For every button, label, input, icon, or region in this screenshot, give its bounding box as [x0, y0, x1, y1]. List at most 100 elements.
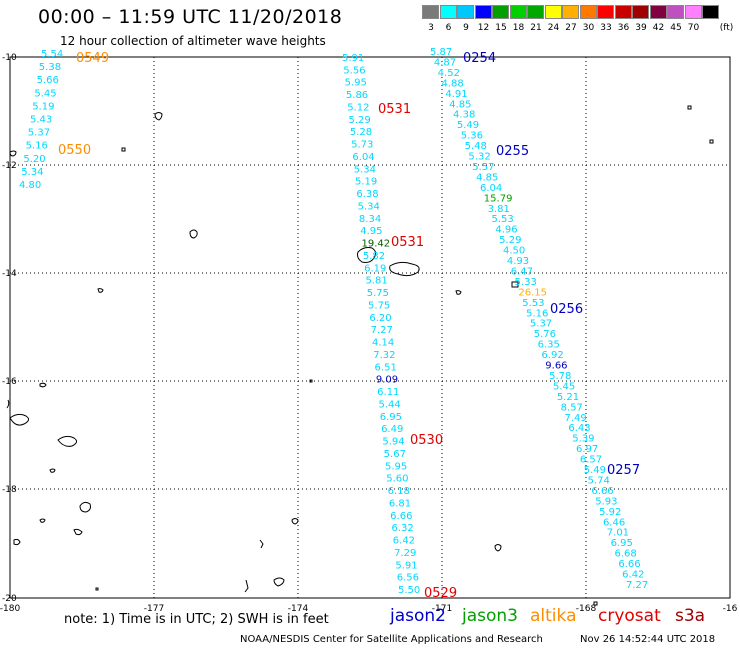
wave-height-value: 7.27	[371, 325, 393, 336]
legend-label: 12	[477, 23, 490, 33]
island-fiji-10	[6, 399, 10, 409]
wave-height-value: 5.34	[21, 167, 43, 178]
wave-height-value: 6.20	[369, 313, 391, 324]
wave-height-value: 5.20	[23, 154, 45, 165]
legend-swatch	[667, 5, 684, 19]
island-fiji-7	[259, 539, 264, 549]
wave-height-value: 5.45	[553, 381, 575, 392]
wave-height-value: 4.14	[372, 338, 394, 349]
island-fiji-9	[39, 382, 47, 388]
map-frame	[9, 56, 731, 599]
wave-height-value: 5.19	[355, 177, 377, 188]
wave-height-value: 7.27	[626, 580, 648, 591]
axis-labels: -180 -177 -174 -171 -168 -16 -10 -12 -14 -16 -18 -2…	[0, 53, 738, 614]
lat-tick-label: -18	[2, 485, 17, 495]
map-grid	[9, 56, 731, 599]
wave-height-value: 6.66	[591, 486, 613, 497]
wave-height-value: 6.97	[576, 444, 598, 455]
pass-time-label: 0530	[410, 433, 443, 448]
wave-height-value: 7.49	[565, 413, 587, 424]
wave-height-value: 5.66	[37, 75, 59, 86]
wave-height-value: 5.86	[346, 90, 368, 101]
wave-height-value: 26.15	[518, 287, 547, 298]
map-title: 00:00 – 11:59 UTC 11/20/2018	[38, 6, 343, 28]
wave-height-value: 5.32	[468, 152, 490, 163]
island-small-4	[494, 544, 502, 552]
wave-height-value: 5.36	[461, 131, 483, 142]
legend-label: 45	[670, 23, 682, 33]
wave-height-value: 7.29	[394, 548, 416, 559]
wave-height-value: 5.19	[32, 101, 54, 112]
wave-height-value: 4.87	[434, 57, 456, 68]
wave-height-value: 5.95	[345, 78, 367, 89]
wave-height-value: 5.60	[386, 474, 408, 485]
wave-height-value: 5.53	[491, 214, 513, 225]
island-fiji-5	[273, 577, 285, 587]
pass-time-label: 0549	[76, 51, 109, 66]
legend-swatch	[439, 5, 457, 19]
island-fiji-3	[79, 501, 91, 513]
map-subtitle: 12 hour collection of altimeter wave hei…	[60, 34, 326, 48]
wave-height-value: 5.76	[534, 329, 556, 340]
legend-swatch	[632, 5, 649, 19]
wave-height-value: 5.28	[350, 127, 372, 138]
legend-label: 33	[600, 23, 612, 33]
wave-height-value: 5.93	[595, 496, 617, 507]
wave-height-value: 5.91	[395, 560, 417, 571]
lon-tick-label: -180	[0, 604, 20, 614]
wave-height-value: 4.93	[507, 256, 529, 267]
island-small-1	[189, 229, 198, 239]
wave-height-value: 5.29	[499, 235, 521, 246]
island-fiji-8	[244, 579, 249, 593]
satellite-name: jason3	[462, 606, 518, 626]
wave-height-value: 5.54	[41, 49, 63, 60]
legend-swatch	[544, 5, 562, 19]
wave-height-value: 5.57	[472, 162, 494, 173]
wave-height-value: 5.29	[349, 115, 371, 126]
wave-height-value: 6.19	[364, 263, 386, 274]
wave-height-value: 6.35	[538, 340, 560, 351]
wave-height-value: 6.92	[541, 350, 563, 361]
wave-height-value: 4.91	[445, 89, 467, 100]
island-savaii	[357, 247, 377, 263]
legend-label: 18	[512, 23, 525, 33]
wave-height-value: 5.45	[34, 88, 56, 99]
lat-tick-label: -20	[2, 594, 17, 604]
credit-text: NOAA/NESDIS Center for Satellite Applica…	[240, 634, 543, 645]
wave-height-value: 5.78	[549, 371, 571, 382]
wave-height-value: 4.80	[19, 180, 41, 191]
wave-height-value: 15.79	[484, 193, 513, 204]
legend-label: 9	[463, 23, 469, 33]
wave-height-value: 6.49	[381, 424, 403, 435]
legend-label: 6	[445, 23, 452, 33]
wave-height-value: 3.81	[488, 204, 510, 215]
legend-swatch	[527, 5, 544, 19]
wave-height-value: 6.11	[377, 387, 399, 398]
wave-height-value: 5.16	[526, 308, 548, 319]
wave-height-value: 5.81	[365, 276, 387, 287]
legend-swatch	[597, 5, 614, 19]
wave-height-value: 5.53	[522, 298, 544, 309]
wave-height-value: 4.85	[449, 99, 471, 110]
wave-height-value: 5.50	[398, 585, 420, 596]
wave-height-value: 5.48	[465, 141, 487, 152]
wave-height-value: 6.32	[391, 523, 413, 534]
island-fiji-1	[9, 413, 30, 426]
wave-height-value: 19.42	[362, 239, 391, 250]
island-fiji-17	[309, 379, 313, 383]
wave-height-value: 5.44	[378, 399, 400, 410]
lon-tick-label: -171	[432, 604, 452, 614]
wave-height-value: 7.01	[607, 528, 629, 539]
wave-height-value: 4.38	[453, 110, 475, 121]
wave-height-value: 6.68	[614, 549, 636, 560]
wave-height-value: 6.51	[375, 362, 397, 373]
wave-height-value: 6.95	[611, 538, 633, 549]
timestamp-text: Nov 26 14:52:44 UTC 2018	[580, 634, 716, 645]
island-fiji-11	[49, 468, 56, 473]
legend-swatch	[422, 5, 439, 19]
legend-label: 27	[565, 23, 577, 33]
wave-height-value: 5.67	[384, 449, 406, 460]
wave-height-value: 6.56	[397, 573, 419, 584]
legend-unit: (ft)	[719, 23, 734, 33]
